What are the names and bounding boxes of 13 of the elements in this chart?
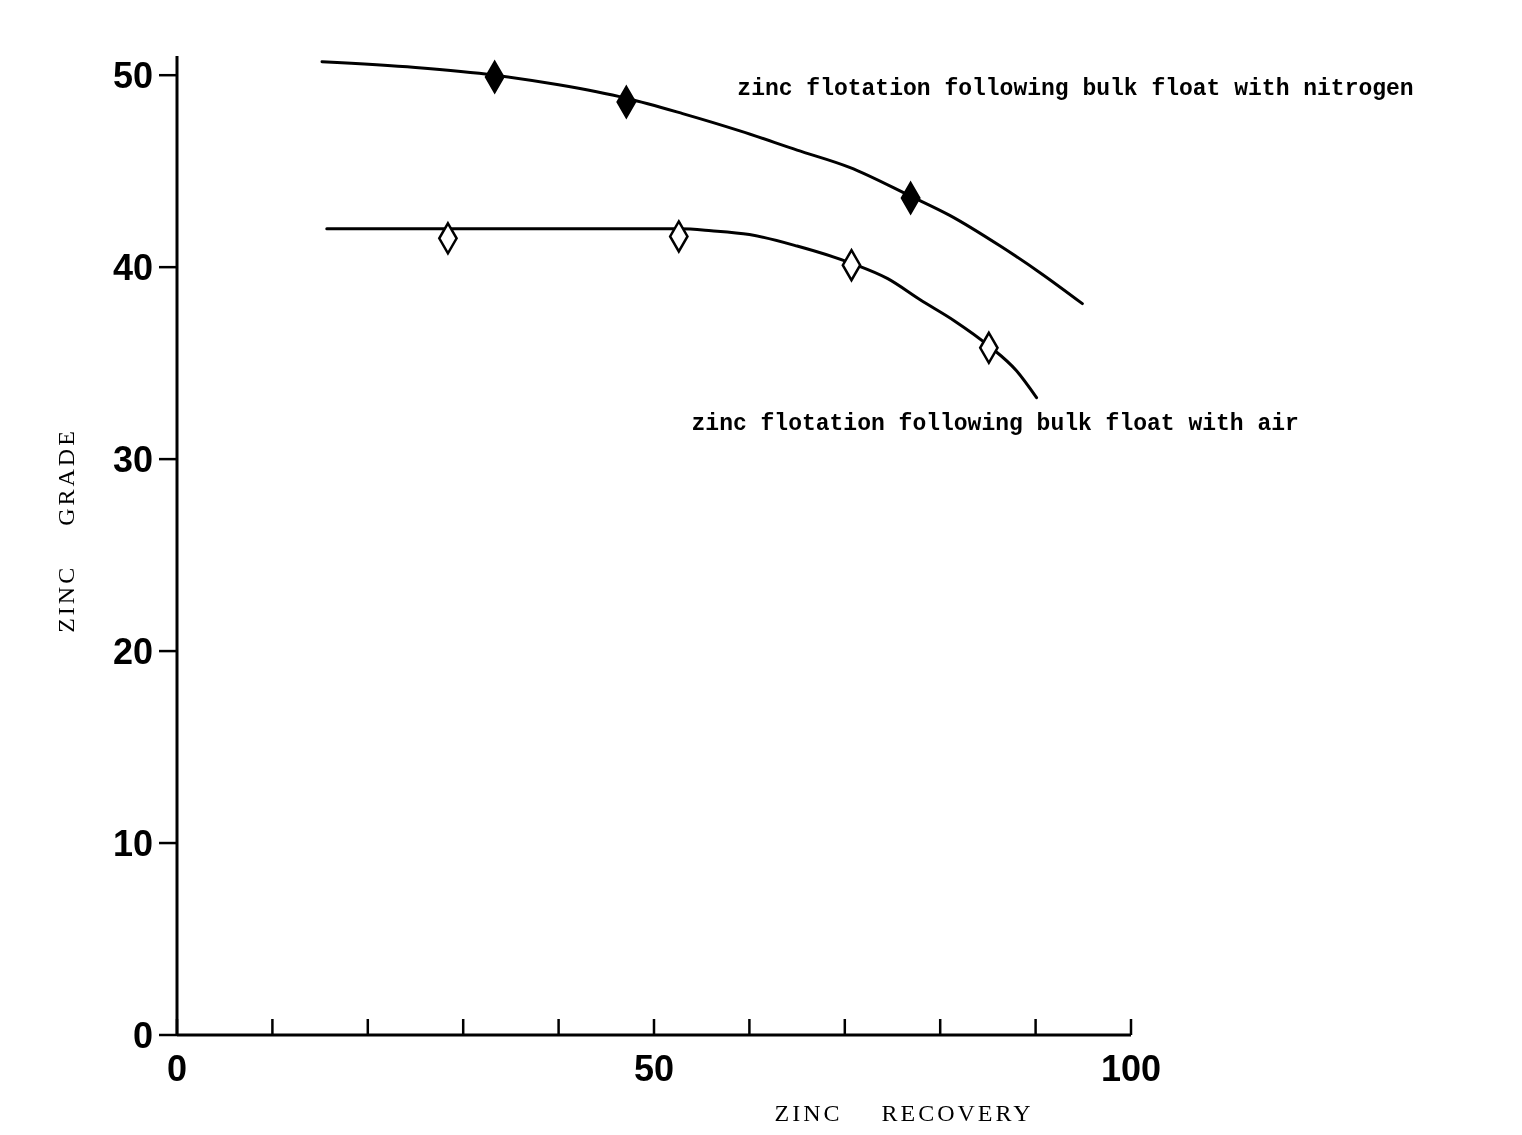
y-tick-label: 10 — [112, 823, 153, 865]
y-tick-label: 20 — [112, 631, 153, 673]
y-axis-title: ZINC GRADE — [53, 428, 79, 633]
y-tick-label: 40 — [112, 247, 153, 289]
x-tick-label: 0 — [166, 1048, 188, 1089]
y-tick-label: 50 — [112, 55, 153, 97]
y-tick-label: 0 — [132, 1015, 153, 1056]
series-label: zinc flotation following bulk float with nitrogen — [737, 75, 1414, 102]
x-tick-label: 100 — [1100, 1048, 1162, 1089]
x-tick-label: 50 — [633, 1048, 675, 1089]
x-axis-title: ZINC RECOVERY — [774, 1100, 1034, 1126]
text: zinc flotation following bulk float with air — [691, 410, 1299, 437]
y-tick-label: 30 — [112, 439, 153, 481]
